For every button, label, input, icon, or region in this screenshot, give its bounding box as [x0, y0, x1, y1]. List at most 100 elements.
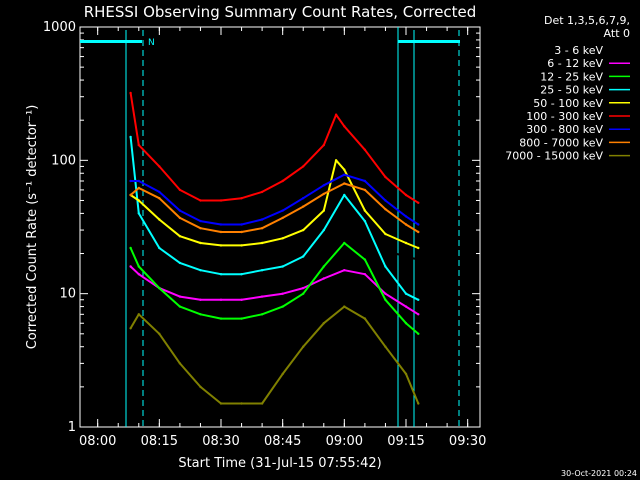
series-1-point-15 [417, 313, 420, 316]
series-2-point-6 [240, 317, 243, 320]
series-8-point-10 [322, 322, 325, 325]
series-0-point-15 [417, 258, 420, 261]
series-8-point-0 [129, 327, 132, 330]
series-5-point-10 [322, 143, 325, 147]
series-8-point-5 [219, 402, 223, 405]
series-5-point-12 [343, 125, 346, 128]
series-line-3 [129, 136, 419, 301]
marker-bar-left [80, 40, 142, 43]
x-tick-label-1: 08:15 [141, 434, 178, 449]
series-4-point-1 [137, 199, 140, 202]
series-3-point-8 [281, 265, 284, 268]
series-0-point-10 [322, 246, 325, 250]
series-3-point-1 [137, 212, 140, 215]
series-8-point-8 [281, 372, 284, 376]
series-3-point-0 [129, 135, 132, 139]
series-6-point-9 [302, 197, 305, 200]
series-1-point-7 [260, 295, 264, 298]
chart-title: RHESSI Observing Summary Count Rates, Co… [84, 3, 477, 21]
series-8-point-15 [417, 402, 420, 405]
series-2-point-5 [219, 317, 223, 320]
series-7-point-15 [417, 230, 420, 234]
series-3-point-7 [260, 269, 264, 272]
series-line-1 [129, 265, 419, 316]
legend-label-2: 12 - 25 keV [540, 70, 603, 83]
series-4-point-9 [302, 228, 305, 232]
series-3-point-6 [240, 273, 243, 276]
series-4-point-10 [322, 209, 325, 212]
series-8-point-2 [158, 332, 161, 335]
series-5-point-8 [281, 179, 284, 183]
series-5-point-3 [178, 188, 182, 192]
series-2-point-9 [302, 292, 305, 295]
series-2-point-10 [322, 265, 325, 268]
series-2-point-7 [260, 313, 264, 316]
series-7-point-3 [178, 216, 182, 220]
series-2-point-13 [384, 298, 387, 301]
series-6-point-6 [240, 223, 243, 226]
series-3-point-10 [322, 228, 325, 232]
series-0-point-8 [281, 255, 284, 258]
legend-label-4: 50 - 100 keV [533, 97, 603, 110]
series-2-point-15 [417, 332, 420, 335]
series-4-point-12 [343, 168, 346, 171]
series-7-point-10 [322, 192, 325, 196]
series-4-point-8 [281, 237, 284, 240]
series-2-point-4 [199, 313, 202, 316]
series-4-point-15 [404, 241, 408, 245]
series-0-point-6 [240, 256, 243, 260]
series-4-point-4 [199, 241, 202, 245]
series-3-point-3 [178, 261, 182, 265]
series-3-point-14 [404, 292, 408, 295]
series-8-point-1 [137, 313, 140, 316]
series-4-point-11 [334, 159, 338, 162]
series-5-point-7 [260, 190, 264, 194]
x-tick-label-0: 08:00 [79, 434, 116, 449]
y-tick-label-0: 1 [68, 420, 76, 435]
series-line-0 [130, 239, 419, 261]
x-axis-label: Start Time (31-Jul-15 07:55:42) [178, 456, 381, 471]
series-1-point-9 [302, 286, 305, 290]
legend-header-line-2: Att 0 [604, 27, 630, 40]
series-3-point-5 [219, 273, 223, 276]
series-7-point-11 [343, 182, 346, 185]
x-tick-label-5: 09:15 [387, 434, 424, 449]
series-0-point-9 [302, 252, 305, 255]
y-tick-label-3: 1000 [43, 20, 76, 35]
series-8-point-12 [363, 317, 367, 320]
series-8-point-3 [178, 362, 182, 365]
series-3-point-15 [417, 298, 420, 301]
series-1-point-12 [363, 273, 367, 276]
series-6-point-13 [384, 199, 387, 202]
series-line-7 [129, 182, 419, 233]
series-6-point-15 [417, 223, 420, 226]
series-5-point-2 [158, 165, 161, 168]
series-3-point-2 [158, 246, 161, 250]
plot-frame [79, 26, 481, 428]
series-5-point-9 [302, 165, 305, 168]
series-1-point-8 [281, 292, 284, 295]
series-4-point-16 [417, 246, 420, 250]
series-1-point-5 [219, 298, 223, 301]
legend-label-8: 7000 - 15000 keV [505, 150, 603, 163]
series-5-point-4 [199, 199, 202, 202]
series-1-point-11 [343, 269, 346, 272]
series-6-point-5 [219, 223, 223, 226]
series-7-point-12 [363, 188, 367, 192]
series-2-point-3 [178, 305, 182, 308]
series-6-point-2 [158, 190, 161, 194]
series-8-point-9 [302, 345, 305, 348]
series-line-8 [129, 305, 420, 405]
series-6-point-12 [363, 179, 367, 183]
series-3-point-13 [384, 265, 387, 268]
series-line-2 [129, 242, 419, 335]
series-2-point-12 [363, 258, 367, 261]
axis-ticks [80, 26, 480, 428]
observation-markers: N [80, 27, 460, 427]
series-4-point-7 [260, 241, 264, 245]
series-line-6 [130, 173, 419, 226]
series-0-point-13 [384, 249, 387, 252]
series-2-point-2 [158, 286, 161, 290]
x-tick-label-3: 08:45 [264, 434, 301, 449]
legend-label-5: 100 - 300 keV [526, 110, 603, 123]
